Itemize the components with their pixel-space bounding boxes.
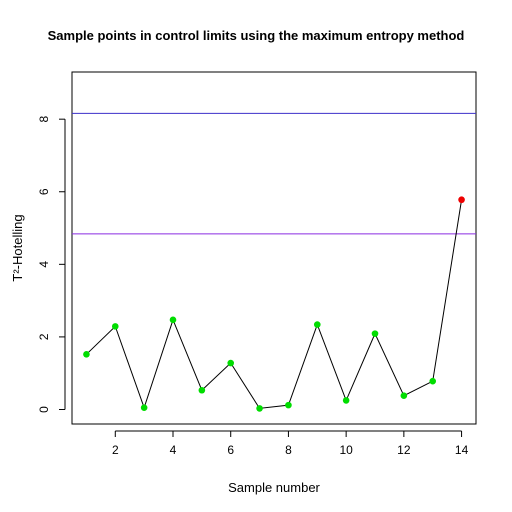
x-tick-label: 10 [339,443,353,457]
x-tick-label: 6 [227,443,234,457]
y-tick-label: 6 [37,188,51,195]
out-of-control-point [458,196,465,204]
data-point [342,397,350,404]
data-point [140,404,148,411]
data-point [256,405,263,412]
data-point [400,392,408,399]
series-line [86,199,463,410]
data-point [198,386,206,394]
data-point [371,330,379,337]
y-tick-label: 8 [37,116,51,123]
x-tick-label: 2 [112,443,119,457]
x-axis-label: Sample number [228,480,320,495]
data-point [169,316,177,324]
control-limits [72,112,476,235]
y-tick-label: 4 [37,261,51,268]
data-point [285,401,292,409]
y-tick-label: 2 [37,333,51,340]
plot-frame [71,71,477,425]
data-points [83,196,465,412]
y-tick-label: 0 [37,406,51,413]
data-point [227,359,235,367]
data-point [83,351,90,358]
series-polyline [86,199,463,410]
data-point [313,321,321,328]
data-point [429,377,437,385]
chart-title: Sample points in control limits using th… [48,28,465,43]
x-tick-label: 14 [455,443,469,457]
y-axis: 0 2 4 6 8 [37,116,66,413]
x-tick-label: 4 [170,443,177,457]
y-axis-label: T²-Hotelling [10,214,25,281]
x-tick-label: 8 [285,443,292,457]
data-point [111,323,119,330]
x-tick-label: 12 [397,443,411,457]
x-axis: 2 4 6 8 10 12 14 [112,430,469,457]
